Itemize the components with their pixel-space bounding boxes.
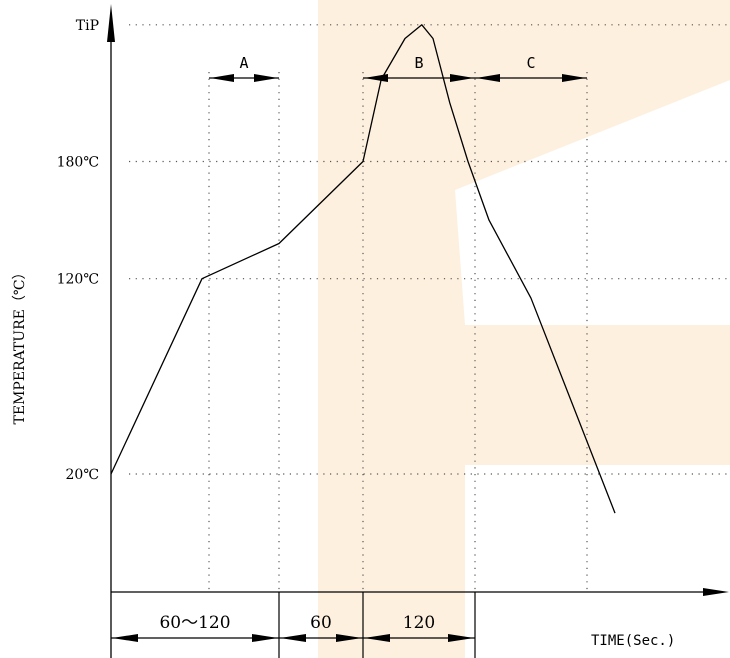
- zone-label: B: [414, 54, 423, 72]
- segment-arrow-head: [280, 634, 306, 642]
- zone-label: C: [526, 54, 535, 72]
- segment-arrow-head: [448, 634, 474, 642]
- y-tick-label: TiP: [76, 18, 99, 34]
- y-tick-label: 120℃: [57, 272, 99, 288]
- zone-arrow-head: [562, 74, 586, 82]
- zone-arrow-head: [364, 74, 388, 82]
- segment-label: 120: [403, 613, 435, 633]
- watermark-logo: [318, 0, 730, 658]
- y-tick-label: 180℃: [57, 155, 99, 171]
- x-axis-arrow: [703, 588, 729, 596]
- time-segments: 60～120 60 120: [111, 592, 476, 658]
- segment-arrow-head: [112, 634, 138, 642]
- zone-label: A: [239, 54, 248, 72]
- segment-label: 60～120: [159, 613, 230, 633]
- series-line: [110, 24, 616, 514]
- y-axis-label: TEMPERATURE（℃）: [12, 266, 28, 425]
- zone-markers: A B C: [209, 54, 587, 82]
- zone-arrow-head: [210, 74, 234, 82]
- x-axis-label: TIME(Sec.): [591, 633, 675, 649]
- segment-arrow-head: [364, 634, 390, 642]
- zone-arrow-head: [254, 74, 278, 82]
- series-lines: [110, 24, 616, 514]
- watermark-shape: [318, 0, 730, 658]
- y-tick-labels: TiP 180℃ 120℃ 20℃: [57, 18, 99, 483]
- y-axis-arrow: [107, 4, 115, 42]
- zone-arrow-head: [450, 74, 474, 82]
- segment-label: 60: [310, 613, 332, 633]
- y-tick-label: 20℃: [66, 467, 99, 483]
- axes: [107, 4, 729, 658]
- zone-arrow-head: [476, 74, 500, 82]
- segment-arrow-head: [336, 634, 362, 642]
- segment-arrow-head: [252, 634, 278, 642]
